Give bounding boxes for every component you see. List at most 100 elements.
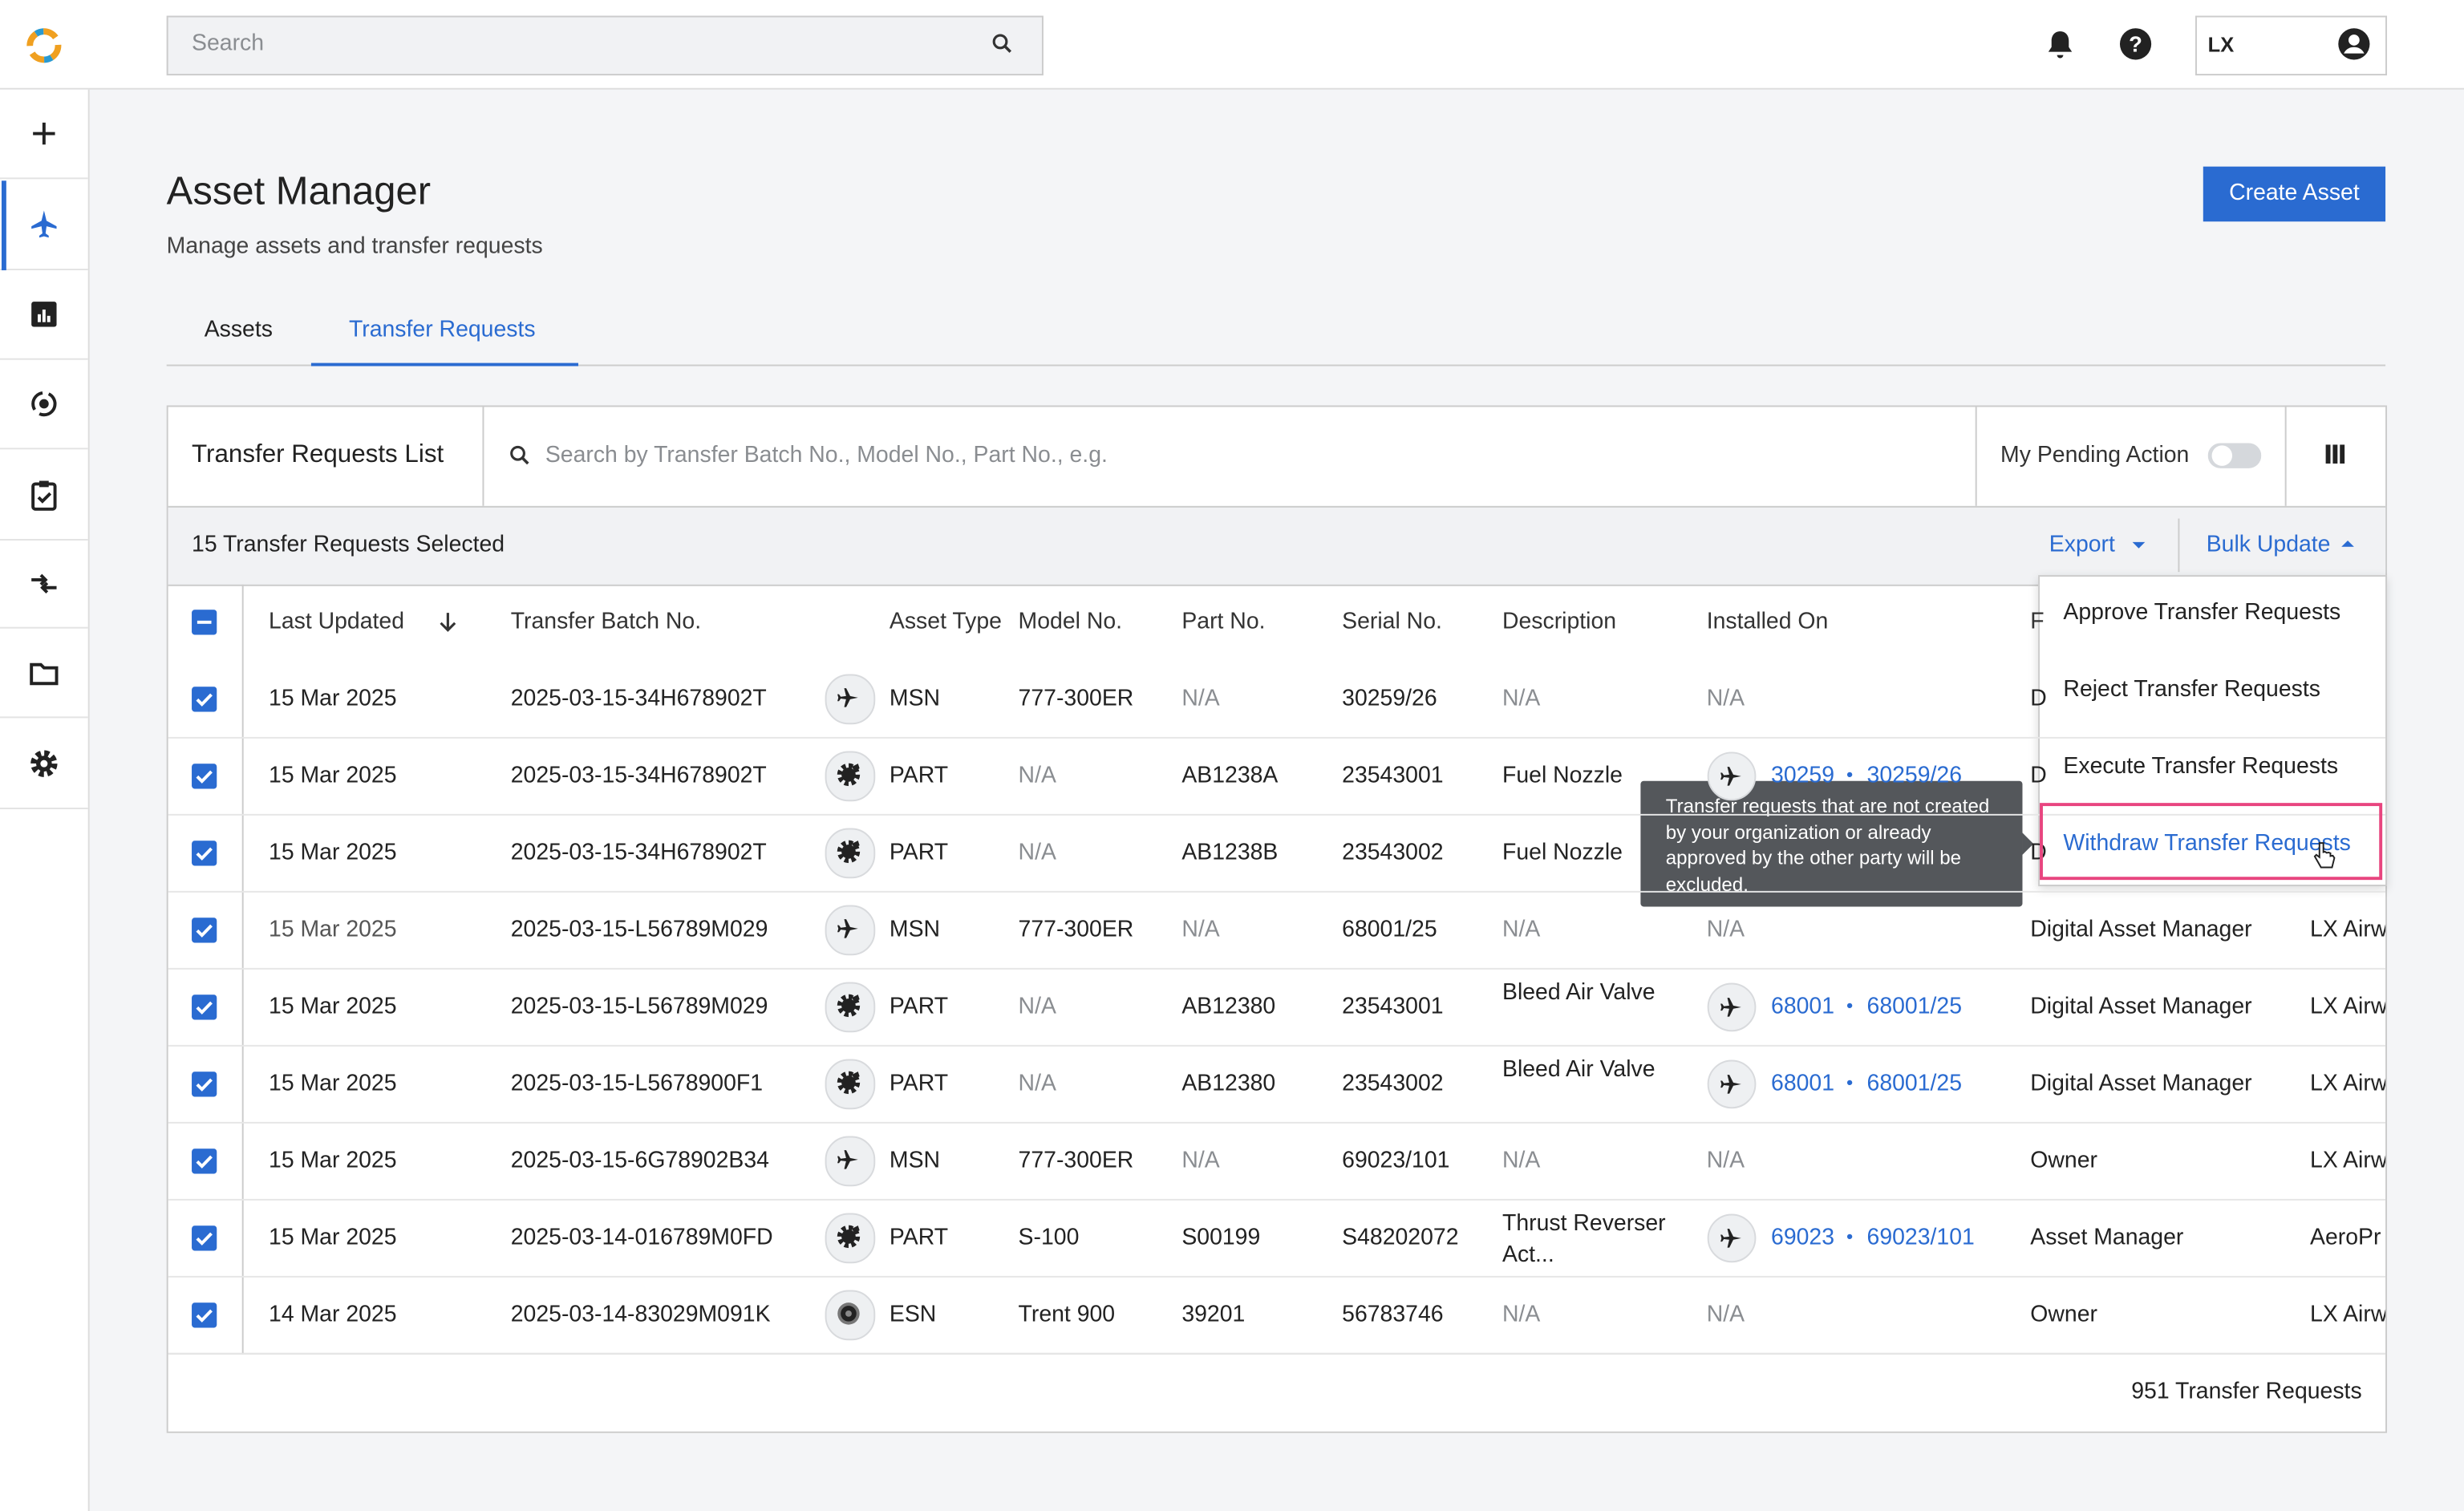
tab[interactable]: Transfer Requests <box>348 317 536 343</box>
cell: 15 Mar 2025 <box>269 841 397 866</box>
checkbox[interactable] <box>192 1071 217 1097</box>
column-header: Serial No. <box>1342 610 1442 635</box>
asset-icon <box>834 914 862 942</box>
cell: 2025-03-15-6G78902B34 <box>510 1148 769 1174</box>
installed-icon-svg <box>1720 998 1741 1017</box>
cell: 2025-03-15-L5678900F1 <box>510 1071 764 1097</box>
cell: MSN <box>889 687 941 712</box>
checkbox-svg <box>192 841 217 866</box>
cell: Digital Asset Manager <box>2030 995 2252 1020</box>
sidebar-icon[interactable] <box>26 116 61 151</box>
cell: N/A <box>1502 1302 1541 1328</box>
checkbox[interactable] <box>192 918 217 943</box>
dropdown-item[interactable]: Reject Transfer Requests <box>2063 677 2320 703</box>
column-header: Part No. <box>1181 610 1266 635</box>
tab-underline <box>310 363 578 367</box>
divider <box>1975 405 1977 506</box>
sidebar-icon-svg <box>30 750 58 777</box>
user-initials: LX <box>2207 33 2235 57</box>
sidebar-icon[interactable] <box>26 478 61 512</box>
list-title: Transfer Requests List <box>192 441 444 468</box>
dropdown-item[interactable]: Approve Transfer Requests <box>2063 600 2341 626</box>
checkbox[interactable] <box>192 610 217 635</box>
sidebar-icon[interactable] <box>26 747 61 781</box>
asset-icon <box>834 1299 862 1327</box>
checkbox[interactable] <box>192 1302 217 1328</box>
sidebar-icon-svg <box>31 573 57 594</box>
sidebar-active-bar <box>1 180 6 270</box>
export-button[interactable]: Export <box>2049 533 2115 558</box>
help-icon[interactable]: ? <box>2118 26 2153 61</box>
sidebar-icon-svg <box>31 210 57 238</box>
cell: S48202072 <box>1342 1225 1459 1251</box>
installed-icon <box>1717 762 1745 790</box>
checkbox[interactable] <box>192 841 217 866</box>
checkbox[interactable] <box>192 687 217 712</box>
installed-msn[interactable]: 68001 <box>1771 1071 1835 1097</box>
installed-serial[interactable]: 30259/26 <box>1866 764 1963 789</box>
checkbox[interactable] <box>192 1225 217 1251</box>
cell: Bleed Air Valve <box>1502 980 1656 1006</box>
bell-icon[interactable] <box>2043 26 2077 61</box>
installed-separator: • <box>1846 995 1854 1017</box>
cell: 2025-03-14-016789M0FD <box>510 1225 773 1251</box>
dropdown-item[interactable]: Withdraw Transfer Requests <box>2063 831 2351 857</box>
cell: 15 Mar 2025 <box>269 687 397 712</box>
checkbox-svg <box>192 1302 217 1328</box>
list-search-placeholder[interactable]: Search by Transfer Batch No., Model No.,… <box>545 443 1108 468</box>
installed-serial[interactable]: 68001/25 <box>1866 995 1963 1020</box>
column-header: Transfer Batch No. <box>510 610 702 635</box>
installed-msn[interactable]: 30259 <box>1771 764 1835 789</box>
asset-icon-svg <box>837 1071 861 1095</box>
sidebar-icon[interactable] <box>26 655 61 690</box>
installed-icon-svg <box>1720 767 1741 786</box>
row-divider <box>168 890 2386 893</box>
sidebar-icon[interactable] <box>26 387 61 421</box>
pending-toggle[interactable] <box>2207 442 2262 470</box>
search-box[interactable] <box>166 15 1044 76</box>
sidebar-icon-svg <box>31 302 57 327</box>
cell: 15 Mar 2025 <box>269 1225 397 1251</box>
cell: Digital Asset Manager <box>2030 918 2252 943</box>
checkbox-svg <box>192 918 217 943</box>
installed-msn[interactable]: 69023 <box>1771 1225 1835 1251</box>
sidebar-icon[interactable] <box>26 565 61 600</box>
tooltip-arrow <box>2022 832 2034 855</box>
checkbox[interactable] <box>192 995 217 1020</box>
cell: Fuel Nozzle <box>1502 764 1623 789</box>
cell: LX Airw <box>2310 1071 2386 1097</box>
cell: N/A <box>1502 918 1541 943</box>
asset-icon-bg <box>825 1136 876 1187</box>
asset-icon <box>834 837 862 865</box>
column-header: F <box>2030 610 2045 635</box>
cell: N/A <box>1018 764 1056 789</box>
sidebar-icon[interactable] <box>26 297 61 331</box>
bulk-update-button[interactable]: Bulk Update <box>2206 533 2331 558</box>
installed-serial[interactable]: 68001/25 <box>1866 1071 1963 1097</box>
column-header: Model No. <box>1018 610 1123 635</box>
checkbox[interactable] <box>192 764 217 789</box>
row-divider <box>168 967 2386 970</box>
asset-icon <box>834 1068 862 1096</box>
cell: 777-300ER <box>1018 687 1134 712</box>
cell: 15 Mar 2025 <box>269 1148 397 1174</box>
tab[interactable]: Assets <box>204 317 273 343</box>
checkbox[interactable] <box>192 1148 217 1174</box>
cell: ESN <box>889 1302 937 1328</box>
create-asset-button[interactable]: Create Asset <box>2203 166 2386 222</box>
cell: LX Airw <box>2310 995 2386 1020</box>
cell: N/A <box>1706 1302 1745 1328</box>
cell: 23543002 <box>1342 841 1444 866</box>
row-divider <box>168 1352 2386 1355</box>
installed-msn[interactable]: 68001 <box>1771 995 1835 1020</box>
avatar-icon <box>2338 28 2370 60</box>
sidebar-icon-svg <box>33 122 55 145</box>
dropdown-item[interactable]: Execute Transfer Requests <box>2063 754 2339 780</box>
user-menu[interactable] <box>2195 15 2388 76</box>
columns-icon[interactable] <box>2324 443 2346 464</box>
caret <box>2341 540 2354 547</box>
column-header[interactable]: Last Updated <box>269 610 405 635</box>
cell: 15 Mar 2025 <box>269 995 397 1020</box>
installed-serial[interactable]: 69023/101 <box>1866 1225 1975 1251</box>
sidebar-icon[interactable] <box>26 208 61 242</box>
